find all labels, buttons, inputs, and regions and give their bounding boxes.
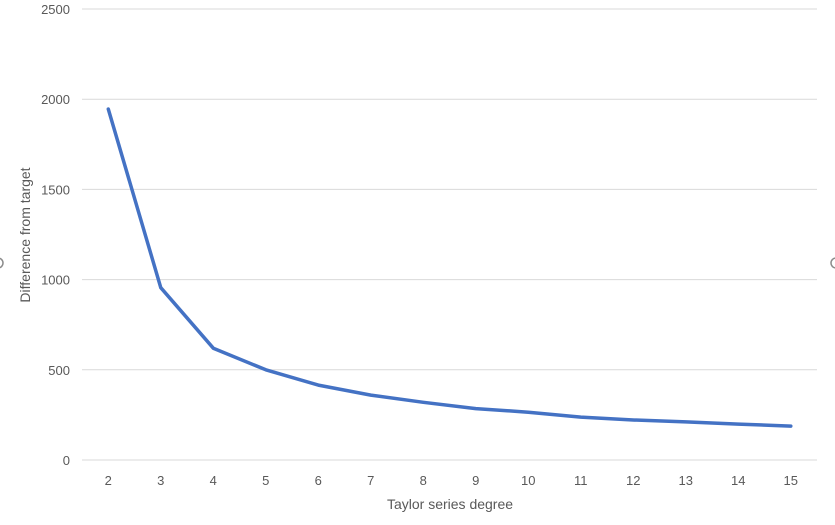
y-tick-label: 1500 bbox=[41, 182, 70, 197]
x-tick-label: 3 bbox=[157, 473, 164, 488]
x-tick-labels: 2 3 4 5 6 7 8 9 10 11 12 13 14 15 bbox=[105, 473, 798, 488]
x-tick-label: 14 bbox=[731, 473, 745, 488]
y-axis-title: Difference from target bbox=[17, 167, 33, 302]
y-tick-label: 500 bbox=[48, 363, 70, 378]
y-tick-labels: 0 500 1000 1500 2000 2500 bbox=[41, 2, 70, 468]
gridlines bbox=[82, 8, 817, 461]
x-tick-label: 9 bbox=[472, 473, 479, 488]
series-line-0 bbox=[106, 107, 793, 428]
x-tick-label: 11 bbox=[574, 473, 588, 488]
left-resize-handle[interactable] bbox=[0, 257, 4, 269]
x-axis-title: Taylor series degree bbox=[387, 496, 513, 512]
y-tick-label: 2500 bbox=[41, 2, 70, 17]
series-group bbox=[106, 107, 793, 428]
x-tick-label: 2 bbox=[105, 473, 112, 488]
x-tick-label: 13 bbox=[679, 473, 693, 488]
y-tick-label: 0 bbox=[63, 453, 70, 468]
x-tick-label: 10 bbox=[521, 473, 535, 488]
y-tick-label: 1000 bbox=[41, 273, 70, 288]
x-tick-label: 15 bbox=[784, 473, 798, 488]
x-tick-label: 5 bbox=[262, 473, 269, 488]
x-tick-label: 8 bbox=[420, 473, 427, 488]
x-tick-label: 4 bbox=[210, 473, 217, 488]
y-tick-label: 2000 bbox=[41, 92, 70, 107]
x-tick-label: 12 bbox=[626, 473, 640, 488]
right-resize-handle[interactable] bbox=[830, 257, 835, 269]
x-tick-label: 6 bbox=[315, 473, 322, 488]
x-tick-label: 7 bbox=[367, 473, 374, 488]
